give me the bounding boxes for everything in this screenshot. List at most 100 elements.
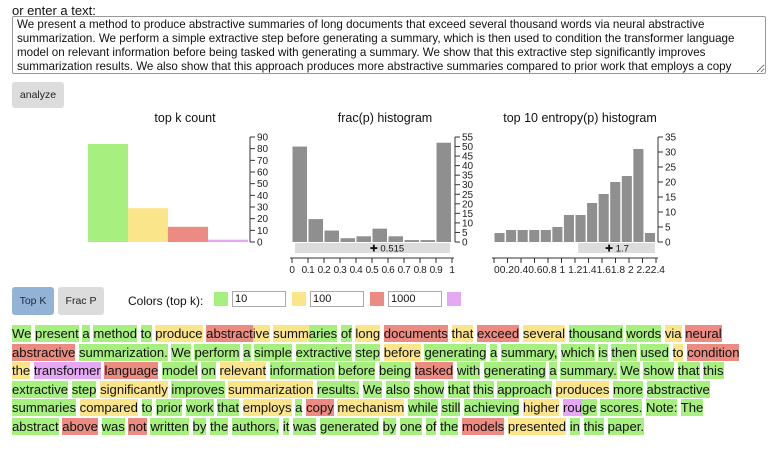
- token[interactable]: in: [569, 417, 580, 435]
- token[interactable]: abstractive: [12, 343, 76, 361]
- token[interactable]: that: [217, 399, 240, 416]
- token[interactable]: being: [378, 362, 411, 379]
- token[interactable]: produces: [555, 380, 610, 398]
- token[interactable]: ge: [581, 399, 597, 416]
- token[interactable]: paper.: [607, 417, 644, 435]
- token[interactable]: words: [626, 325, 662, 342]
- token[interactable]: to: [141, 399, 153, 416]
- token[interactable]: ive: [252, 325, 270, 342]
- token[interactable]: neural: [685, 325, 722, 342]
- token[interactable]: approach: [497, 380, 552, 398]
- token[interactable]: the: [12, 362, 31, 379]
- token[interactable]: which: [561, 343, 595, 361]
- token[interactable]: abstractive: [646, 380, 710, 398]
- threshold-input-10[interactable]: [232, 291, 286, 307]
- token[interactable]: thousand: [568, 325, 623, 342]
- token[interactable]: the: [440, 417, 459, 435]
- token[interactable]: generating: [424, 343, 487, 361]
- token[interactable]: extractive: [295, 343, 352, 361]
- analyze-button[interactable]: analyze: [12, 82, 64, 108]
- token[interactable]: produce: [155, 325, 203, 342]
- token[interactable]: a: [295, 399, 303, 416]
- token[interactable]: results.: [316, 380, 360, 398]
- token[interactable]: prior: [156, 399, 183, 416]
- token[interactable]: show: [643, 362, 675, 379]
- token[interactable]: long: [355, 325, 381, 342]
- token[interactable]: was: [101, 417, 125, 435]
- token[interactable]: this: [473, 380, 494, 398]
- token[interactable]: scores.: [600, 399, 643, 416]
- token[interactable]: that: [677, 362, 700, 379]
- token[interactable]: language: [104, 362, 159, 379]
- token[interactable]: by: [382, 417, 397, 435]
- token[interactable]: We: [362, 380, 383, 398]
- token[interactable]: a: [549, 362, 557, 379]
- token[interactable]: model: [161, 362, 198, 379]
- token[interactable]: Note:: [646, 399, 678, 416]
- token[interactable]: with: [456, 362, 481, 379]
- token[interactable]: relevant: [219, 362, 267, 379]
- fracp-button[interactable]: Frac P: [58, 287, 104, 315]
- token[interactable]: mechanism: [337, 399, 405, 416]
- token[interactable]: several: [522, 325, 566, 342]
- token[interactable]: one: [400, 417, 422, 435]
- token[interactable]: work: [185, 399, 214, 416]
- token[interactable]: also: [385, 380, 410, 398]
- token[interactable]: the: [210, 417, 229, 435]
- token[interactable]: We: [620, 362, 640, 379]
- token[interactable]: of: [340, 325, 352, 342]
- topk-button[interactable]: Top K: [12, 287, 54, 315]
- token[interactable]: achieving: [464, 399, 520, 416]
- token[interactable]: to: [672, 343, 684, 361]
- token[interactable]: models: [461, 417, 505, 435]
- token[interactable]: via: [664, 325, 682, 342]
- token[interactable]: above: [62, 417, 98, 435]
- token[interactable]: before: [338, 362, 376, 379]
- token[interactable]: present: [35, 325, 79, 342]
- token[interactable]: compared: [79, 399, 138, 416]
- token[interactable]: on: [201, 362, 216, 379]
- token[interactable]: still: [441, 399, 461, 416]
- token[interactable]: used: [640, 343, 669, 361]
- token[interactable]: information: [269, 362, 335, 379]
- token[interactable]: abstract: [12, 417, 59, 435]
- token[interactable]: summarization.: [78, 343, 168, 361]
- token[interactable]: significantly: [100, 380, 168, 398]
- token[interactable]: We: [171, 343, 191, 361]
- token[interactable]: a: [243, 343, 251, 361]
- token[interactable]: presented: [507, 417, 567, 435]
- token[interactable]: generating: [483, 362, 546, 379]
- token[interactable]: summarization: [228, 380, 314, 398]
- token[interactable]: summary,: [500, 343, 558, 361]
- token[interactable]: summaries: [12, 399, 77, 416]
- token[interactable]: authors,: [231, 417, 280, 435]
- token[interactable]: written: [150, 417, 189, 435]
- token[interactable]: then: [611, 343, 637, 361]
- token[interactable]: The: [680, 399, 704, 416]
- token[interactable]: more: [613, 380, 643, 398]
- token[interactable]: tasked: [414, 362, 454, 379]
- token[interactable]: transformer: [33, 362, 101, 379]
- threshold-input-100[interactable]: [310, 291, 364, 307]
- threshold-input-1000[interactable]: [388, 291, 442, 307]
- token[interactable]: that: [451, 325, 474, 342]
- token[interactable]: documents: [383, 325, 448, 342]
- token[interactable]: employs: [242, 399, 292, 416]
- token[interactable]: by: [192, 417, 207, 435]
- token[interactable]: extractive: [12, 380, 69, 398]
- token[interactable]: step: [71, 380, 97, 398]
- token[interactable]: higher: [523, 399, 560, 416]
- token[interactable]: We: [12, 325, 32, 342]
- token[interactable]: this: [703, 362, 724, 379]
- token[interactable]: step: [355, 343, 381, 361]
- token[interactable]: improves: [171, 380, 225, 398]
- token[interactable]: perform: [194, 343, 240, 361]
- token[interactable]: this: [583, 417, 604, 435]
- token[interactable]: summ: [273, 325, 309, 342]
- token[interactable]: abstract: [206, 325, 253, 342]
- token[interactable]: show: [413, 380, 445, 398]
- token[interactable]: that: [447, 380, 470, 398]
- token[interactable]: not: [128, 417, 147, 435]
- token[interactable]: rou: [563, 399, 582, 416]
- token[interactable]: a: [82, 325, 90, 342]
